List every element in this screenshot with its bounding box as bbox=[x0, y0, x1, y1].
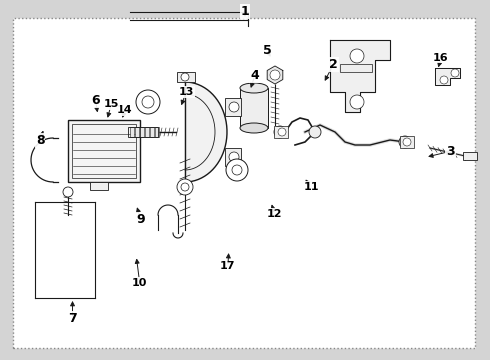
Polygon shape bbox=[435, 68, 460, 85]
Bar bbox=[68, 120, 140, 182]
Bar bbox=[150, 127, 154, 137]
Bar bbox=[145, 127, 149, 137]
Circle shape bbox=[229, 102, 239, 112]
Circle shape bbox=[451, 69, 459, 77]
Text: 12: 12 bbox=[267, 209, 282, 219]
Bar bbox=[225, 98, 241, 116]
Circle shape bbox=[440, 76, 448, 84]
Bar bbox=[225, 148, 241, 166]
Bar bbox=[340, 64, 372, 72]
Text: 16: 16 bbox=[433, 53, 449, 63]
Text: 1: 1 bbox=[241, 5, 249, 18]
Ellipse shape bbox=[240, 123, 268, 133]
Circle shape bbox=[403, 138, 411, 146]
Bar bbox=[274, 126, 288, 138]
Circle shape bbox=[226, 159, 248, 181]
Text: 10: 10 bbox=[132, 278, 147, 288]
Circle shape bbox=[142, 96, 154, 108]
Bar bbox=[140, 127, 144, 137]
Text: 4: 4 bbox=[250, 69, 259, 82]
Circle shape bbox=[278, 128, 286, 136]
Circle shape bbox=[274, 126, 286, 138]
Bar bbox=[155, 127, 159, 137]
Circle shape bbox=[309, 126, 321, 138]
Bar bbox=[177, 72, 195, 82]
Circle shape bbox=[229, 152, 239, 162]
Polygon shape bbox=[330, 40, 390, 112]
Text: 8: 8 bbox=[36, 134, 45, 147]
Bar bbox=[128, 127, 158, 137]
Text: 3: 3 bbox=[446, 145, 455, 158]
Text: 7: 7 bbox=[68, 312, 77, 325]
Circle shape bbox=[232, 165, 242, 175]
Circle shape bbox=[350, 95, 364, 109]
Circle shape bbox=[399, 136, 411, 148]
Text: 2: 2 bbox=[329, 58, 338, 71]
Ellipse shape bbox=[240, 83, 268, 93]
Circle shape bbox=[181, 183, 189, 191]
Bar bbox=[463, 152, 477, 160]
Text: 6: 6 bbox=[91, 94, 100, 107]
Text: 5: 5 bbox=[263, 44, 271, 57]
Text: 17: 17 bbox=[220, 261, 236, 271]
Circle shape bbox=[270, 70, 280, 80]
Text: 14: 14 bbox=[117, 105, 133, 115]
Text: 15: 15 bbox=[103, 99, 119, 109]
Bar bbox=[135, 127, 139, 137]
Circle shape bbox=[63, 187, 73, 197]
Bar bbox=[400, 136, 414, 148]
Circle shape bbox=[177, 179, 193, 195]
Text: 13: 13 bbox=[178, 87, 194, 97]
Bar bbox=[90, 182, 108, 190]
Circle shape bbox=[136, 90, 160, 114]
Bar bbox=[240, 88, 268, 128]
Circle shape bbox=[181, 73, 189, 81]
Polygon shape bbox=[185, 82, 227, 182]
Text: 11: 11 bbox=[303, 182, 319, 192]
Bar bbox=[72, 124, 136, 178]
Bar bbox=[130, 127, 134, 137]
Text: 9: 9 bbox=[136, 213, 145, 226]
Circle shape bbox=[350, 49, 364, 63]
Polygon shape bbox=[267, 66, 283, 84]
